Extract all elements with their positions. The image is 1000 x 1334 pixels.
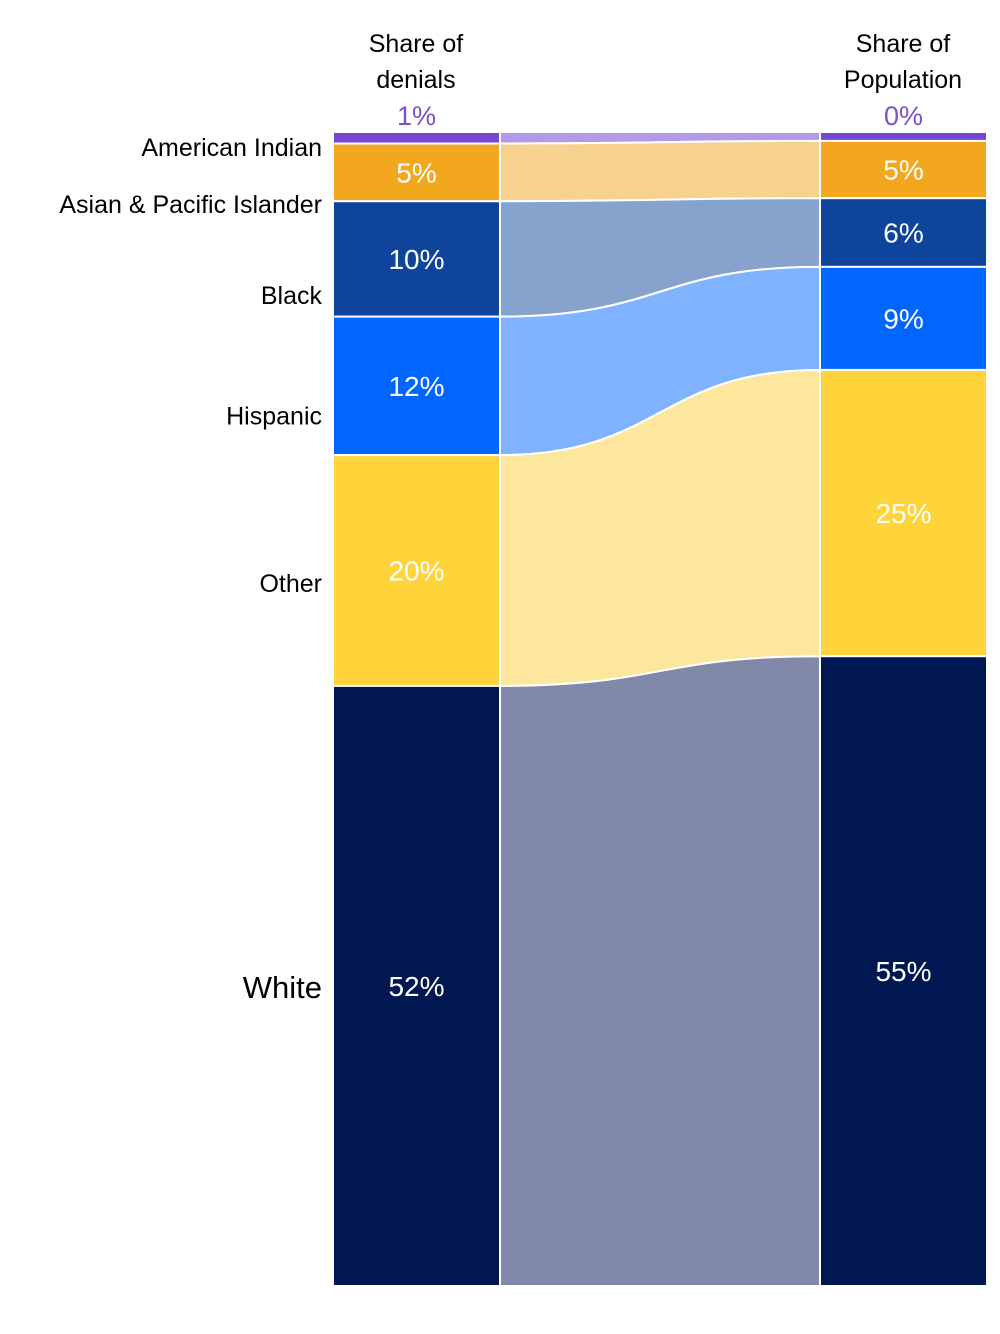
population-value-white: 55% — [875, 956, 931, 987]
denials-value-american-indian: 1% — [397, 101, 436, 131]
left-header-line-1: Share of — [369, 30, 464, 58]
category-label-asian-pacific-islander: Asian & Pacific Islander — [59, 191, 322, 219]
population-value-asian-pacific-islander: 5% — [883, 155, 923, 186]
population-value-other: 25% — [875, 498, 931, 529]
denials-bar-american-indian — [332, 131, 501, 145]
labels-group: Share of denials Share of Population 1% 0… — [59, 30, 962, 1005]
population-bar-hispanic — [819, 265, 988, 371]
population-value-american-indian: 0% — [884, 101, 923, 131]
flows-group — [499, 130, 821, 1288]
category-label-american-indian: American Indian — [141, 134, 322, 162]
right-header-line-1: Share of — [856, 30, 951, 58]
denials-value-black: 10% — [388, 244, 444, 275]
left-header-line-2: denials — [376, 66, 455, 94]
flow-asian-pacific-islander — [499, 139, 821, 203]
category-label-black: Black — [261, 282, 323, 310]
right-header-line-2: Population — [844, 66, 962, 94]
denials-bar-other — [332, 454, 501, 687]
denials-value-asian-pacific-islander: 5% — [396, 157, 436, 188]
denials-bar-hispanic — [332, 315, 501, 457]
denials-bar-white — [332, 684, 501, 1287]
denials-value-other: 20% — [388, 556, 444, 587]
population-bar-white — [819, 655, 988, 1287]
population-value-hispanic: 9% — [883, 303, 923, 334]
denials-value-white: 52% — [388, 971, 444, 1002]
category-label-hispanic: Hispanic — [226, 403, 322, 431]
population-value-black: 6% — [883, 218, 923, 249]
category-label-other: Other — [259, 570, 322, 598]
population-bar-american-indian — [819, 131, 988, 142]
denials-value-hispanic: 12% — [388, 371, 444, 402]
population-bar-other — [819, 368, 988, 658]
category-label-white: White — [243, 970, 322, 1005]
bars-group — [332, 131, 988, 1287]
flow-white — [499, 655, 821, 1288]
